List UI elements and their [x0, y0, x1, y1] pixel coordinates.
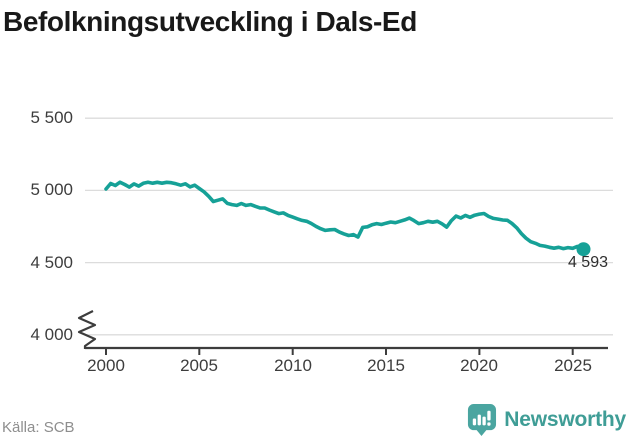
x-axis-label: 2000: [87, 356, 125, 375]
chart-title: Befolkningsutveckling i Dals-Ed: [3, 6, 417, 37]
end-value-label: 4 593: [567, 254, 608, 271]
y-axis-break-icon: [77, 310, 97, 349]
last-point-dot: [576, 242, 591, 257]
chart-speech-bubble-icon: [468, 404, 497, 436]
y-axis-label: 5 000: [30, 180, 73, 199]
newsworthy-logo[interactable]: Newsworthy: [466, 402, 626, 438]
population-line: [104, 180, 586, 251]
y-axis-label: 4 000: [30, 325, 73, 344]
x-axis-label: 2015: [367, 356, 405, 375]
x-axis-label: 2025: [554, 356, 592, 375]
source-label: Källa: SCB: [2, 419, 75, 436]
y-axis-label: 5 500: [30, 108, 73, 127]
x-axis-label: 2020: [460, 356, 498, 375]
x-axis-label: 2005: [180, 356, 218, 375]
x-axis-label: 2010: [274, 356, 312, 375]
newsworthy-wordmark: Newsworthy: [504, 408, 626, 431]
y-axis-label: 4 500: [30, 253, 73, 272]
